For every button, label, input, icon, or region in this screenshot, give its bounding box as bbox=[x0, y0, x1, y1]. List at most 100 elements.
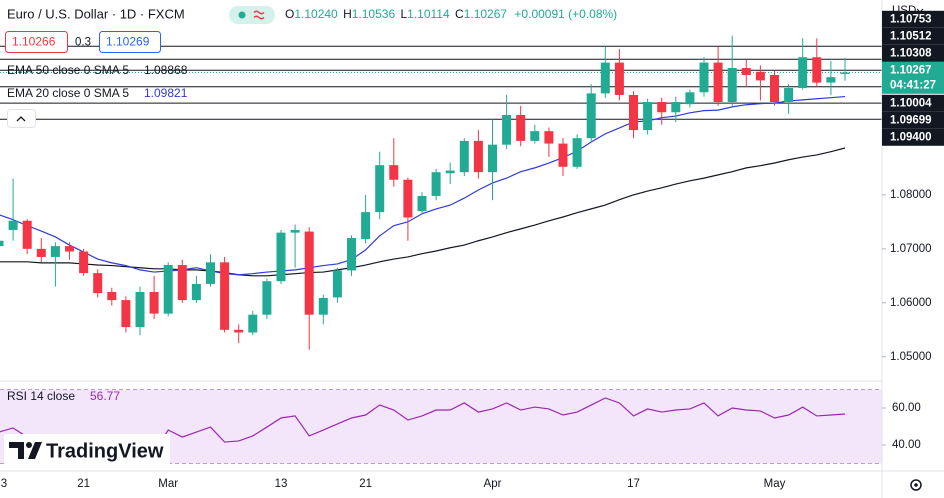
candle-body bbox=[79, 251, 89, 274]
symbol-title: Euro / U.S. Dollar · 1D · FXCM bbox=[7, 6, 185, 21]
logo-icon bbox=[9, 442, 24, 459]
x-tick-label: 17 bbox=[627, 478, 640, 490]
candle-body bbox=[220, 262, 230, 330]
last-price-label-box bbox=[882, 61, 944, 94]
price-label-box bbox=[882, 94, 944, 112]
ohlc-key: L bbox=[400, 7, 407, 21]
candle-body bbox=[699, 62, 709, 93]
y-tick-label: 40.00 bbox=[892, 439, 921, 451]
candle-body bbox=[50, 246, 60, 257]
candle-body bbox=[657, 102, 667, 113]
rsi-value: 56.77 bbox=[90, 389, 120, 403]
status-icon bbox=[253, 10, 265, 20]
candle-body bbox=[8, 220, 18, 230]
price-label: 1.10308 bbox=[890, 47, 932, 59]
price-label-box bbox=[882, 27, 944, 45]
candle-body bbox=[347, 238, 356, 271]
collapse-button[interactable] bbox=[7, 109, 36, 128]
candle-body bbox=[332, 270, 342, 298]
ohlc-value: 1.10114 bbox=[407, 7, 450, 21]
candle-body bbox=[600, 62, 610, 94]
collapse-icon bbox=[16, 116, 26, 122]
rsi-name: RSI 14 close bbox=[7, 389, 75, 403]
logo-text: TradingView bbox=[46, 440, 164, 462]
candle-body bbox=[784, 87, 794, 103]
candle-body bbox=[840, 72, 850, 74]
spread: 0.3 bbox=[75, 37, 91, 49]
settings-icon[interactable] bbox=[910, 479, 922, 491]
price-label: 1.10512 bbox=[890, 30, 932, 42]
candle-body bbox=[276, 232, 286, 282]
candle-body bbox=[629, 95, 638, 131]
candle-body bbox=[290, 229, 300, 233]
candle-body bbox=[403, 179, 413, 218]
candle-body bbox=[248, 314, 258, 333]
candle-body bbox=[572, 138, 582, 167]
x-tick-label: 13 bbox=[275, 478, 288, 490]
candle-body bbox=[262, 281, 272, 315]
candle-body bbox=[826, 77, 836, 83]
price-label-box bbox=[882, 10, 944, 28]
price-label-box bbox=[882, 44, 944, 62]
indicator-value: 1.09821 bbox=[144, 86, 188, 100]
y-tick-label: 1.08000 bbox=[890, 189, 932, 201]
candle-body bbox=[798, 57, 808, 88]
x-tick-label: Mar bbox=[158, 478, 178, 490]
sell-button[interactable] bbox=[5, 31, 68, 53]
candle-body bbox=[755, 71, 765, 81]
ask-price: 1.10269 bbox=[106, 35, 150, 49]
candle-body bbox=[473, 140, 483, 173]
candle-body bbox=[375, 165, 385, 213]
candle-body bbox=[0, 240, 4, 247]
candle-body bbox=[417, 195, 427, 212]
logo-icon bbox=[26, 442, 32, 448]
candle-body bbox=[93, 273, 103, 294]
candle-body bbox=[206, 262, 215, 284]
candle-body bbox=[812, 57, 822, 83]
price-label-box bbox=[882, 128, 944, 146]
candle-body bbox=[558, 143, 568, 167]
candle-body bbox=[318, 297, 328, 315]
market-status-pill[interactable] bbox=[229, 6, 275, 24]
ema-line bbox=[0, 147, 846, 277]
candle-body bbox=[488, 144, 497, 173]
ohlc-key: H bbox=[343, 7, 352, 21]
plot-layer bbox=[0, 35, 882, 461]
ohlc-change: +0.00091 (+0.08%) bbox=[514, 7, 617, 21]
candle-body bbox=[234, 329, 244, 333]
axis-layer: 1.05000 1.06000 1.07000 1.08000 3 21 Mar 13 21 Ap… bbox=[1, 189, 932, 490]
candle-body bbox=[544, 131, 554, 144]
candle-body bbox=[177, 265, 187, 301]
x-tick-label: May bbox=[764, 478, 786, 490]
candle-body bbox=[586, 93, 596, 139]
candle-body bbox=[770, 75, 779, 103]
y-tick-label: 60.00 bbox=[892, 402, 921, 414]
candle-body bbox=[727, 68, 737, 103]
candle-body bbox=[107, 292, 117, 301]
countdown-label: 04:41:27 bbox=[890, 79, 936, 91]
candle-body bbox=[304, 231, 314, 315]
price-label: 1.10004 bbox=[890, 97, 932, 109]
indicator-name: EMA 50 close 0 SMA 5 bbox=[7, 63, 129, 77]
candle-body bbox=[135, 292, 145, 328]
candle-body bbox=[149, 292, 159, 314]
bid-price: 1.10266 bbox=[12, 35, 56, 49]
ohlc-value: 1.10267 bbox=[464, 7, 508, 21]
price-label: 1.10753 bbox=[890, 13, 932, 25]
candle-body bbox=[530, 131, 540, 141]
buy-button[interactable] bbox=[99, 31, 161, 53]
candle-body bbox=[65, 246, 74, 252]
candle-body bbox=[191, 283, 201, 301]
price-labels-layer: 1.09400 1.09699 1.10004 1.10267 04:41:27 1.10… bbox=[882, 10, 944, 146]
ohlc-legend: O1.10240 H1.10536 L1.10114 C1.10267 +0.0… bbox=[285, 7, 617, 21]
x-tick-label: 21 bbox=[359, 478, 372, 490]
candle-body bbox=[502, 114, 512, 145]
candle-body bbox=[516, 114, 526, 141]
price-label-box bbox=[882, 111, 944, 129]
candle-body bbox=[713, 62, 723, 103]
price-label: 1.09699 bbox=[890, 114, 932, 126]
candle-body bbox=[22, 220, 32, 249]
candle-body bbox=[431, 172, 441, 196]
candle-body bbox=[685, 92, 695, 105]
candle-body bbox=[459, 140, 469, 173]
